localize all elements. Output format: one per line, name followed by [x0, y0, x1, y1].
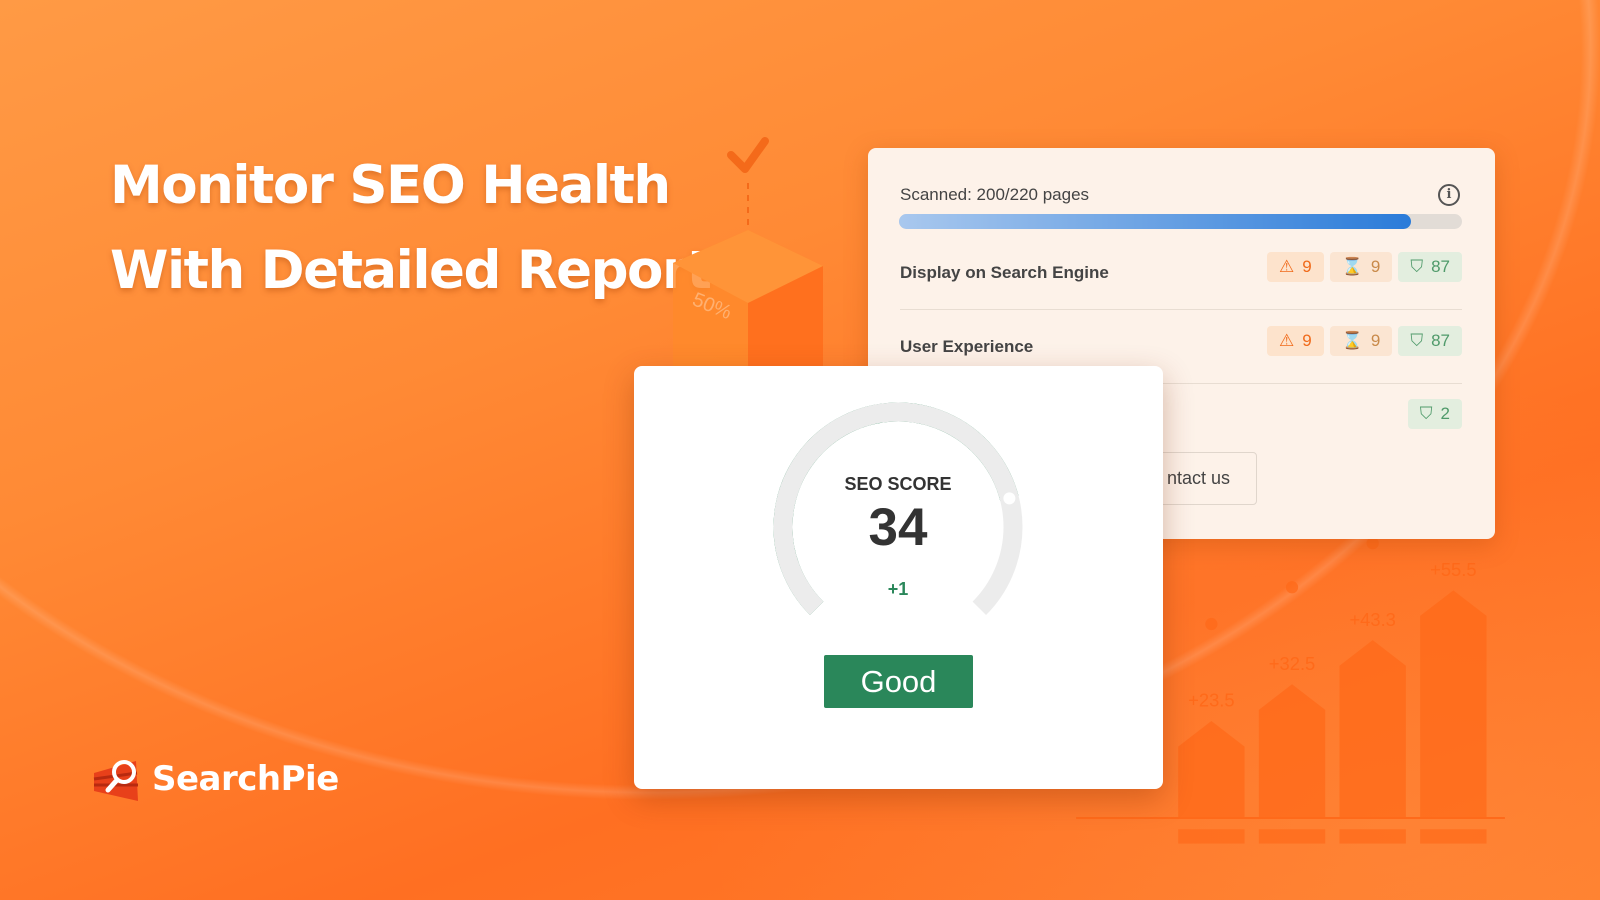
- warning-count: 9: [1302, 257, 1312, 276]
- chart-trend-point: [1366, 537, 1379, 550]
- scan-progress-fill: [899, 214, 1411, 229]
- magnifier-pie-icon: [93, 760, 138, 801]
- chart-trend-point: [1285, 581, 1299, 594]
- chart-axis-label: [1178, 829, 1245, 844]
- hourglass-icon: ⌛: [1341, 331, 1363, 350]
- warning-badge: ⚠ 9: [1266, 252, 1324, 282]
- score-change: +1: [888, 579, 909, 599]
- score-title: SEO SCORE: [844, 474, 951, 494]
- score-gauge: SEO SCORE 34 +1: [773, 402, 1023, 616]
- report-row[interactable]: User Experience ⚠ 9 ⌛ 9 ⛉ 87: [900, 310, 1462, 384]
- chart-bar: [1258, 684, 1326, 818]
- passed-count: 2: [1440, 404, 1450, 423]
- passed-count: 87: [1431, 331, 1450, 350]
- chart-trend-point: [1205, 617, 1218, 631]
- row-label: Display on Search Engine: [900, 263, 1109, 282]
- checkmark-icon: [727, 137, 769, 173]
- report-row[interactable]: ⛉ 2: [900, 383, 1462, 457]
- pending-count: 9: [1370, 257, 1381, 276]
- status-badge: Good: [824, 655, 973, 708]
- headline-line-2: With Detailed Report: [110, 240, 712, 301]
- warning-badge: ⚠ 9: [1266, 326, 1324, 356]
- chart-axis-label: [1258, 829, 1326, 844]
- pending-badge: ⌛ 9: [1329, 326, 1393, 356]
- chart-data-label: +23.5: [1188, 690, 1234, 711]
- passed-badge: ⛉ 87: [1398, 326, 1462, 356]
- passed-count: 87: [1431, 257, 1450, 276]
- warning-icon: ⚠: [1278, 257, 1295, 276]
- chart-data-label: +32.5: [1269, 653, 1315, 674]
- seo-score-card: SEO SCORE 34 +1 Good: [634, 366, 1163, 789]
- scanned-label: Scanned: 200/220 pages: [900, 185, 1090, 204]
- brand-logo: SearchPie: [92, 757, 339, 801]
- gauge-marker: [1003, 492, 1016, 505]
- report-row[interactable]: Display on Search Engine ⚠ 9 ⌛ 9 ⛉ 87: [900, 236, 1462, 310]
- info-icon[interactable]: i: [1438, 184, 1460, 206]
- pending-badge: ⌛ 9: [1329, 252, 1393, 282]
- hourglass-icon: ⌛: [1341, 257, 1363, 276]
- row-label: User Experience: [900, 337, 1034, 356]
- shield-check-icon: ⛉: [1410, 257, 1424, 276]
- cube-illustration: 50%: [673, 137, 823, 373]
- warning-count: 9: [1302, 331, 1312, 350]
- chart-bar: [1178, 721, 1245, 818]
- chart-data-label: +55.5: [1430, 559, 1476, 580]
- gauge-track: [773, 402, 1023, 616]
- shield-check-icon: ⛉: [1410, 331, 1424, 350]
- passed-badge: ⛉ 87: [1398, 252, 1462, 282]
- headline-line-1: Monitor SEO Health: [110, 155, 671, 216]
- headline: Monitor SEO Health With Detailed Report: [110, 143, 712, 313]
- pending-count: 9: [1370, 331, 1381, 350]
- shield-check-icon: ⛉: [1419, 404, 1433, 423]
- brand-name: SearchPie: [152, 759, 339, 799]
- growth-chart: +23.5 +32.5 +43.3 +55.5: [1076, 537, 1505, 844]
- chart-bar: [1339, 640, 1406, 818]
- chart-data-label: +43.3: [1349, 609, 1395, 630]
- chart-bar: [1420, 590, 1487, 818]
- chart-axis-label: [1339, 829, 1406, 844]
- warning-icon: ⚠: [1278, 331, 1295, 350]
- chart-axis-label: [1420, 829, 1487, 844]
- score-value: 34: [869, 498, 928, 557]
- passed-badge: ⛉ 2: [1407, 399, 1462, 429]
- scan-progress-bar: [899, 214, 1462, 229]
